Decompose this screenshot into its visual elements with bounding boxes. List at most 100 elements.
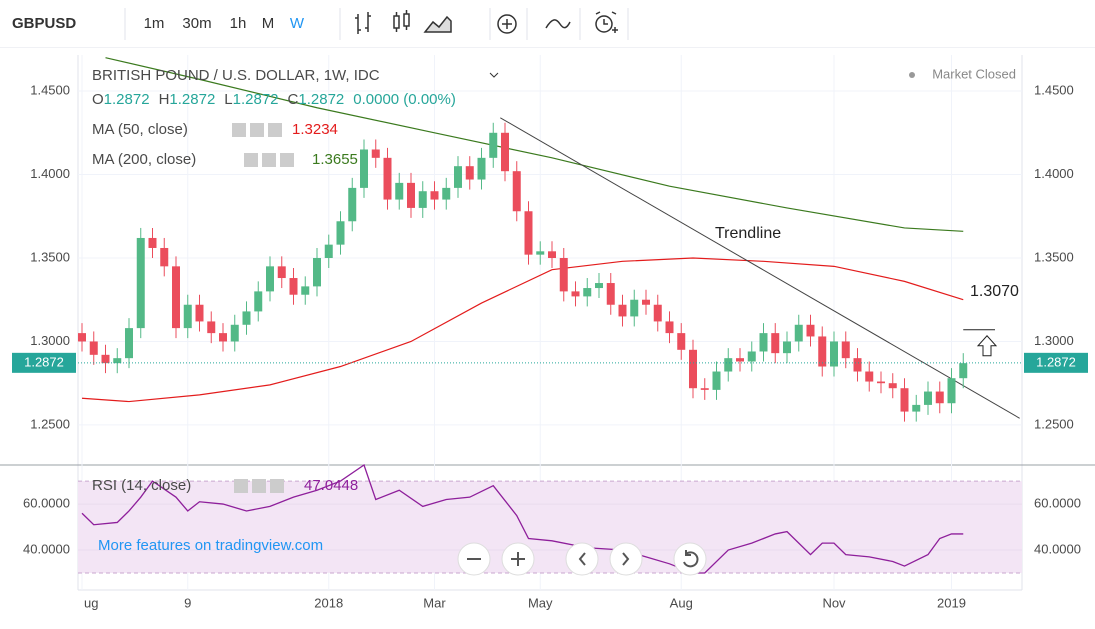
promo-link[interactable]: More features on tradingview.com [98,537,323,554]
symbol[interactable]: GBPUSD [12,15,76,32]
dropdown[interactable] [489,72,499,78]
y-tick-label: 40.0000 [23,541,70,556]
legend-button[interactable] [262,153,276,167]
indicator-name: MA (200, close) [92,151,196,168]
y-tick-label: 60.0000 [23,496,70,511]
candle-body [806,324,815,337]
ohlc-change: 0.0000 (0.00%) [353,91,456,108]
candle-body [477,157,486,180]
ohlc-value: 1.2872 [298,91,344,108]
candle-body [559,257,568,292]
ohlc-label: C [288,91,299,108]
candle-body [277,266,286,279]
zoom-controls[interactable] [457,542,707,576]
rsi-line [81,463,964,574]
market-status: Market Closed [932,66,1016,81]
candle-body [230,324,239,342]
ma-line [81,257,964,403]
interval-button[interactable]: M [262,15,275,32]
legend-button[interactable] [270,479,284,493]
candle-body [677,333,686,350]
interval-button[interactable]: 1m [144,15,165,32]
indicator-name: RSI (14, close) [92,477,191,494]
legend-button[interactable] [232,123,246,137]
legend-button[interactable] [252,479,266,493]
y-tick-label: 60.0000 [1034,496,1081,511]
annotation-arrow [976,335,998,357]
candle-body [794,324,803,342]
candle-body [536,251,545,255]
candle-body [747,351,756,362]
candle-body [101,354,110,364]
candle-body [360,149,368,188]
interval-button[interactable]: W [290,15,305,32]
candle-body [395,182,404,200]
price-label-bg [12,352,76,373]
y-tick-label: 1.4500 [30,82,70,97]
candle-body [207,321,216,334]
legend-button[interactable] [280,153,294,167]
interval-button[interactable]: 1h [230,15,247,32]
candle-body [324,244,333,258]
candle-body [877,381,885,384]
candle-body [700,388,709,390]
ma-line [105,57,964,232]
candle-body [512,171,521,212]
rsi-band [78,481,1022,573]
legend-button[interactable] [250,123,264,137]
y-tick-label: 40.0000 [1034,541,1081,556]
candle-body [430,191,439,200]
candle-body [947,378,956,404]
price-label-bg [1024,352,1088,373]
candle-body [160,247,169,267]
ohlc-label: L [224,91,232,108]
legend-button[interactable] [234,479,248,493]
candle-body [371,149,380,158]
candle-body [501,132,509,172]
x-tick-label: ug [84,595,98,610]
candle-body [689,349,697,389]
x-tick-label: Nov [822,595,846,610]
candle-body [618,304,627,317]
candle-body [183,304,192,329]
interval-button[interactable]: 30m [182,15,211,32]
candle-body [771,333,780,354]
legend-button[interactable] [268,123,282,137]
candle-body [289,278,298,295]
candle-body [195,304,204,322]
candle-body [336,221,345,245]
candle-body [759,333,768,352]
ohlc-value: 1.2872 [104,91,150,108]
candle-body [935,391,944,404]
candle-body [841,341,850,359]
trendline [500,117,1020,419]
candle-body [301,286,310,295]
indicator-value: 47.0448 [304,477,358,494]
candle-body [665,321,674,334]
candle-body [242,311,251,325]
y-tick-label: 1.2500 [30,416,70,431]
candle-body [418,191,427,208]
candle-body [853,358,862,372]
y-tick-label: 1.3000 [1034,333,1074,348]
candle-body [524,211,533,255]
candle-body [912,404,921,412]
candle-body [89,341,98,355]
candle-body [548,251,556,258]
candle-body [736,358,744,362]
toolbar-icons[interactable] [355,8,629,40]
candle-body [595,283,603,289]
y-tick-label: 1.3500 [30,249,70,264]
ohlc-label: H [159,91,170,108]
x-tick-label: Aug [670,595,693,610]
x-tick-label: 2019 [937,595,966,610]
candle-body [148,237,157,248]
candle-body [113,358,122,364]
y-tick-label: 1.3000 [30,333,70,348]
legend-button[interactable] [244,153,258,167]
candle-body [313,257,321,287]
candle-body [724,358,733,372]
status-dot [909,72,915,78]
candle-body [830,341,838,367]
